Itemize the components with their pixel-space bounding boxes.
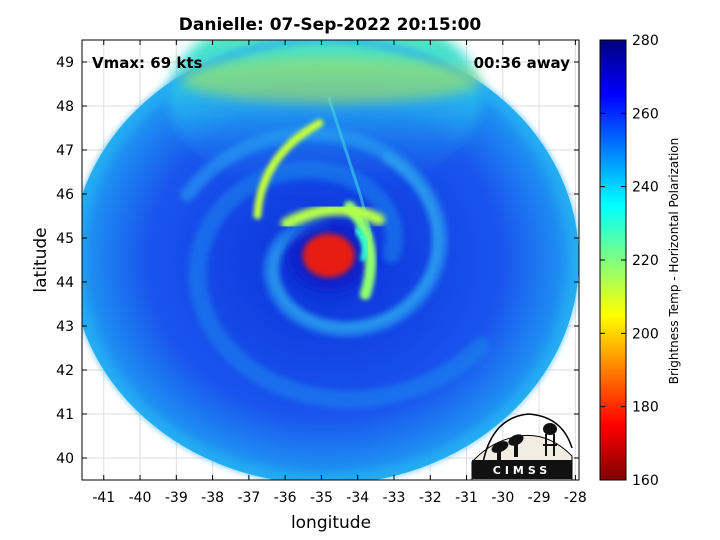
x-tick-label: -28 bbox=[564, 490, 587, 506]
y-tick-label: 41 bbox=[56, 407, 74, 423]
spiral-band bbox=[188, 160, 490, 409]
water-tower-icon bbox=[543, 423, 557, 456]
feature-marks bbox=[181, 55, 482, 300]
feature-inner-band bbox=[280, 203, 385, 230]
y-axis-label: latitude bbox=[31, 227, 51, 292]
y-tick-label: 49 bbox=[56, 55, 74, 71]
feature-northern-rim bbox=[181, 55, 482, 104]
x-tick-label: -29 bbox=[528, 490, 551, 506]
colorbar-ticks: 160 180 200 220 240 260 280 bbox=[600, 33, 659, 489]
feature-eye bbox=[302, 233, 355, 278]
logo-band bbox=[472, 460, 572, 479]
spiral-band bbox=[269, 153, 442, 332]
colorbar-tick-label: 180 bbox=[632, 400, 659, 416]
x-tick-label: -41 bbox=[92, 490, 115, 506]
colorbar-tick-label: 240 bbox=[632, 180, 659, 196]
rim-ring bbox=[82, 40, 579, 480]
x-tick-label: -32 bbox=[419, 490, 442, 506]
colorbar-tick-label: 260 bbox=[632, 106, 659, 122]
x-tick-label: -33 bbox=[383, 490, 406, 506]
vmax-label: Vmax: 69 kts bbox=[92, 54, 202, 72]
x-axis-label: longitude bbox=[291, 513, 371, 533]
colorbar-tick-label: 280 bbox=[632, 33, 659, 49]
satellite-dish-icon bbox=[491, 434, 524, 460]
x-tick-label: -36 bbox=[274, 490, 297, 506]
x-tick-label: -31 bbox=[455, 490, 478, 506]
y-tick-label: 40 bbox=[56, 451, 74, 467]
x-tick-label: -40 bbox=[129, 490, 152, 506]
chart-title: Danielle: 07-Sep-2022 20:15:00 bbox=[179, 15, 482, 35]
x-tick-label: -34 bbox=[346, 490, 369, 506]
colorbar-label: Brightness Temp - Horizontal Polarizatio… bbox=[667, 138, 681, 385]
feature-outer-band bbox=[253, 119, 324, 220]
cimss-logo: CIMSS bbox=[471, 413, 573, 481]
colorbar-tick-label: 220 bbox=[632, 253, 659, 269]
x-axis-ticks: -41 -40 -39 -38 -37 -36 -35 -34 -33 -32 -31 -30 -29-… bbox=[92, 40, 587, 506]
brightness-temp-swath bbox=[82, 40, 579, 480]
x-tick-label: -30 bbox=[491, 490, 514, 506]
colorbar-tick-label: 160 bbox=[632, 473, 659, 489]
y-tick-label: 43 bbox=[56, 319, 74, 335]
logo-arc bbox=[481, 413, 573, 469]
x-tick-label: -37 bbox=[237, 490, 260, 506]
y-tick-label: 47 bbox=[56, 143, 74, 159]
feature-eyewall-core bbox=[354, 227, 369, 262]
y-tick-label: 48 bbox=[56, 99, 74, 115]
y-tick-label: 45 bbox=[56, 231, 74, 247]
x-tick-label: -35 bbox=[310, 490, 333, 506]
x-tick-label: -38 bbox=[201, 490, 224, 506]
y-tick-label: 44 bbox=[56, 275, 74, 291]
y-axis-ticks: 40 41 42 43 44 45 46 47 48 49 bbox=[56, 55, 579, 467]
y-tick-label: 42 bbox=[56, 363, 74, 379]
time-away-label: 00:36 away bbox=[474, 54, 571, 72]
x-tick-label: -39 bbox=[165, 490, 188, 506]
y-tick-label: 46 bbox=[56, 187, 74, 203]
logo-text: CIMSS bbox=[493, 464, 551, 477]
colorbar-tick-label: 200 bbox=[632, 326, 659, 342]
plot-border bbox=[81, 39, 580, 481]
